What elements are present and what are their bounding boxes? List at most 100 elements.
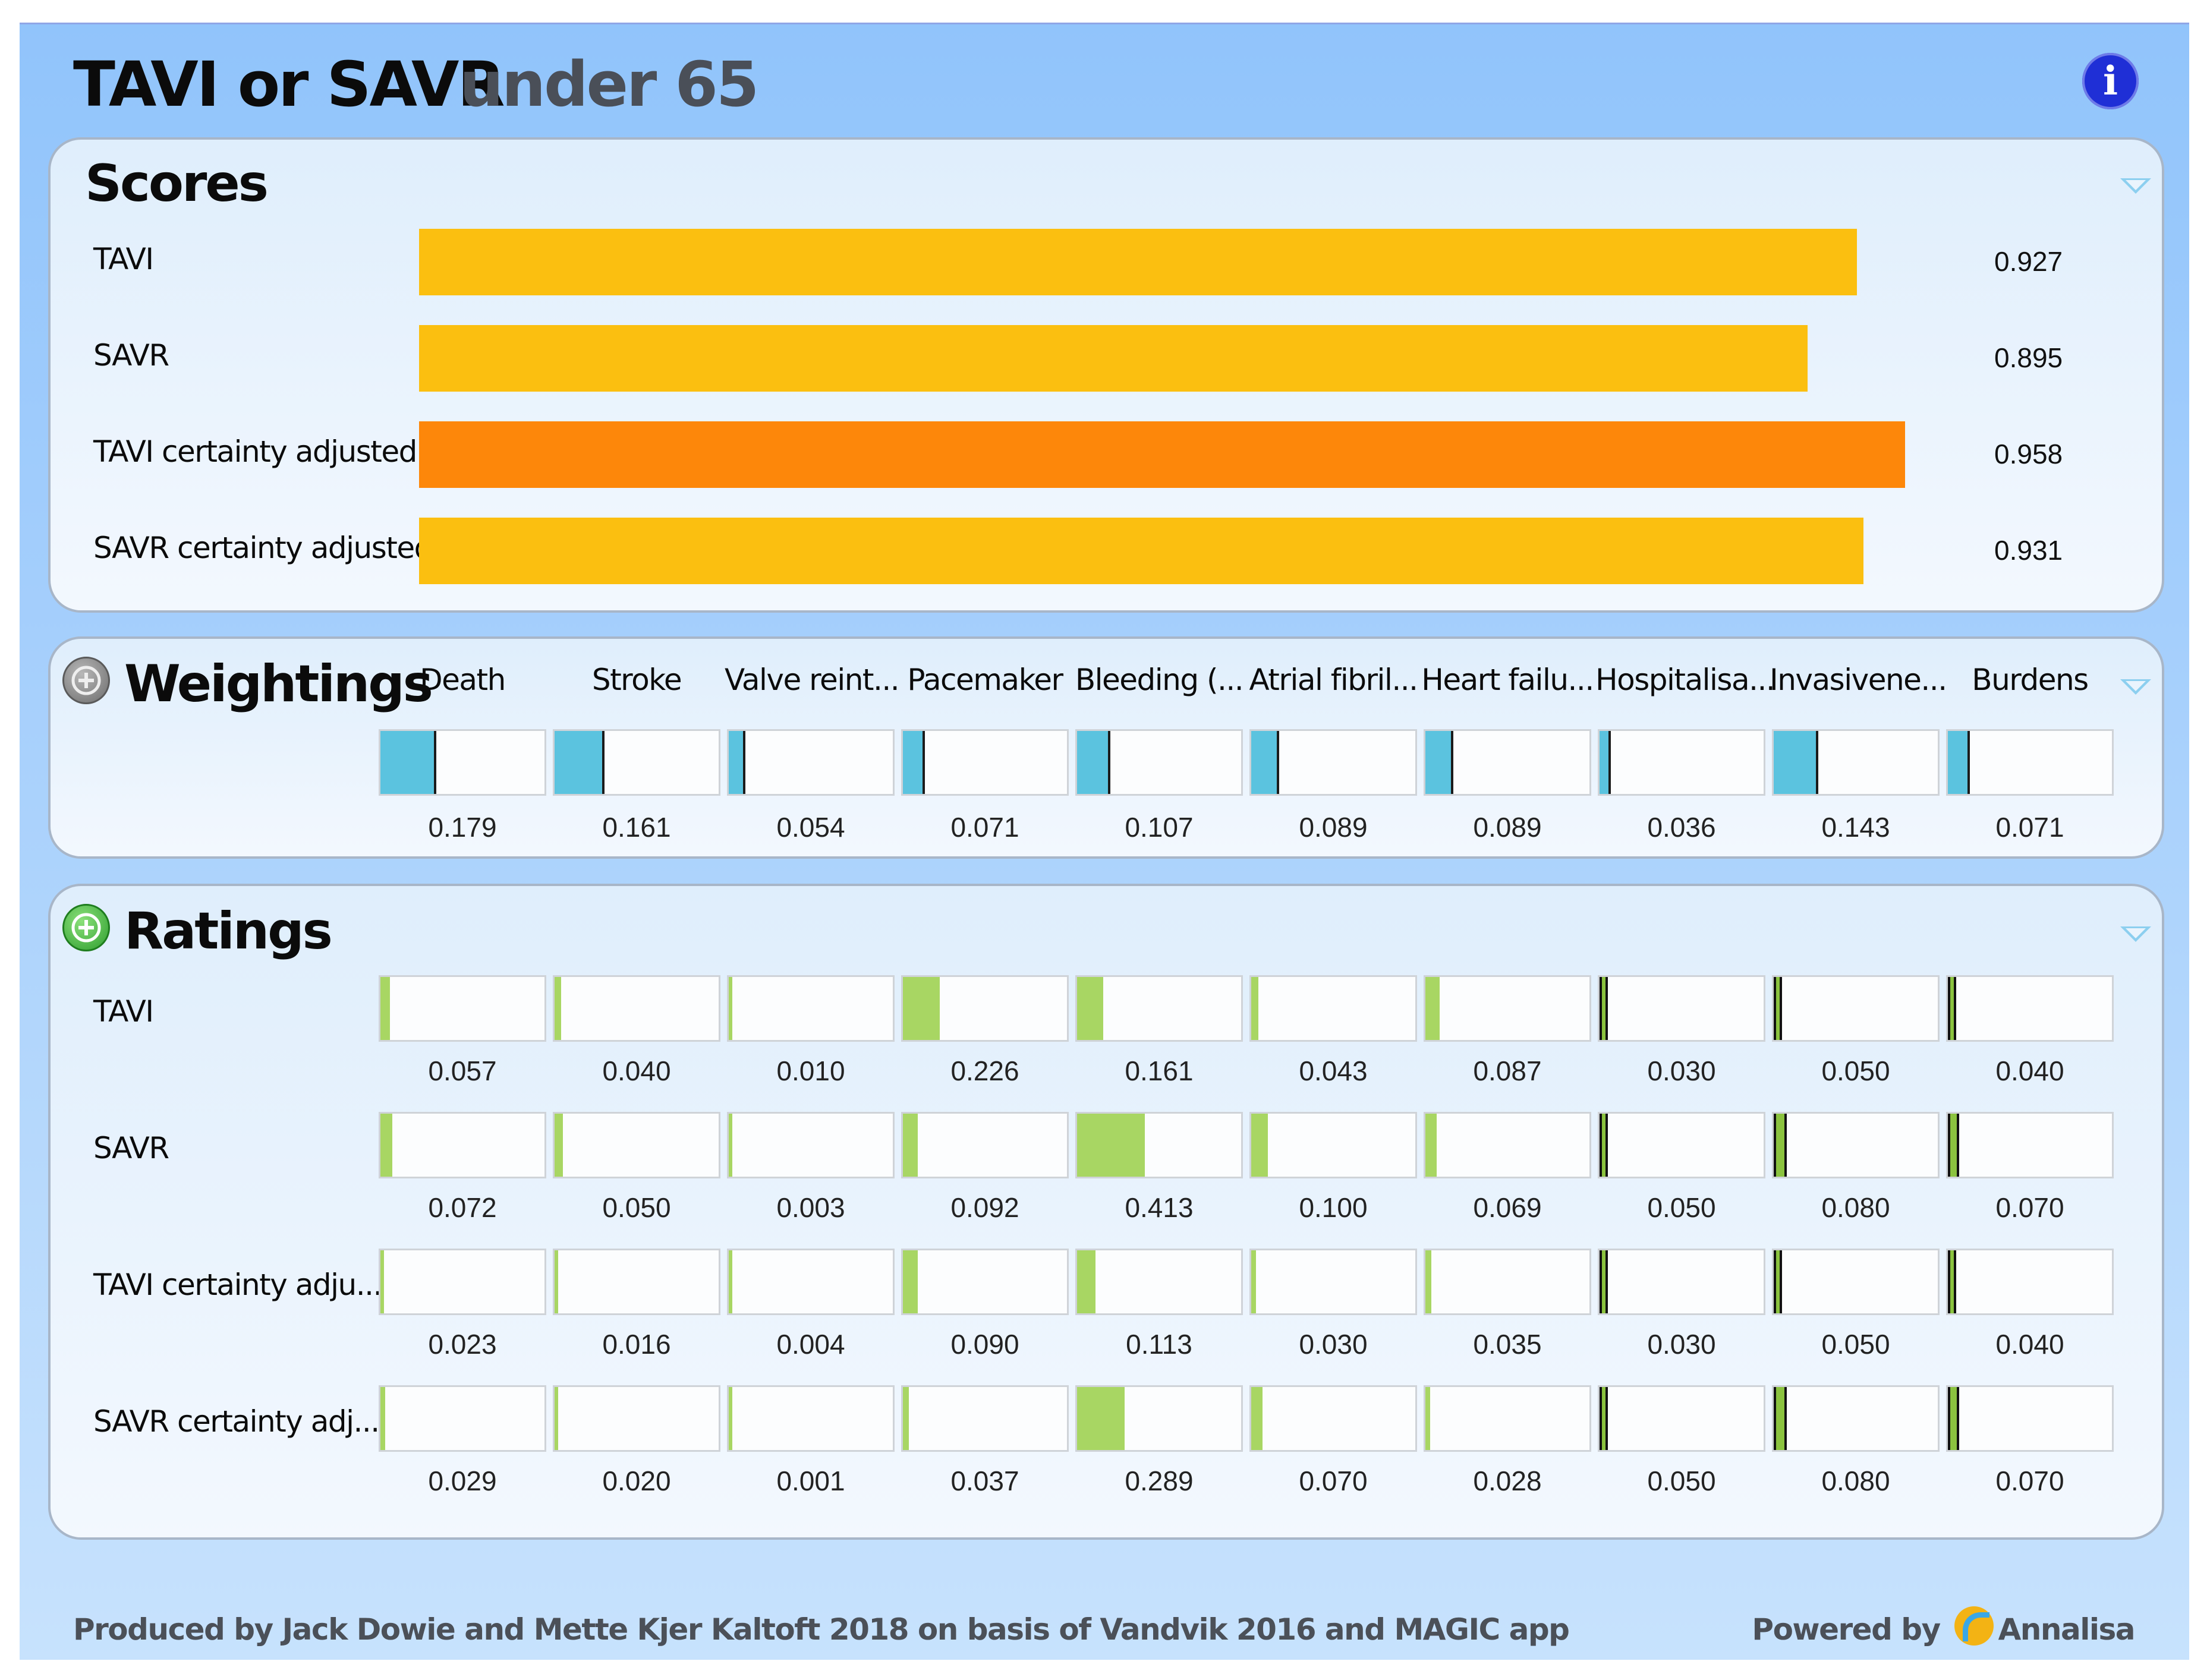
rating-fill xyxy=(1077,977,1104,1040)
rating-slider[interactable] xyxy=(1075,1249,1243,1315)
rating-slider[interactable] xyxy=(1249,975,1417,1042)
rating-slider[interactable] xyxy=(379,1112,546,1178)
weight-fill xyxy=(1077,731,1111,794)
rating-slider[interactable] xyxy=(1772,1385,1940,1452)
rating-slider[interactable] xyxy=(1598,975,1765,1042)
rating-row-label: SAVR xyxy=(93,1131,169,1165)
rating-slider[interactable] xyxy=(1598,1249,1765,1315)
criterion-header: Bleeding (... xyxy=(1075,663,1244,697)
rating-slider[interactable] xyxy=(379,1385,546,1452)
weight-value: 0.036 xyxy=(1647,812,1716,843)
rating-slider[interactable] xyxy=(727,1112,895,1178)
weight-fill xyxy=(1600,731,1611,794)
rating-slider[interactable] xyxy=(1424,1385,1591,1452)
scores-collapse-icon[interactable] xyxy=(2120,178,2151,194)
rating-slider[interactable] xyxy=(1075,975,1243,1042)
rating-fill xyxy=(903,1250,918,1313)
rating-slider[interactable] xyxy=(1598,1112,1765,1178)
score-value: 0.895 xyxy=(1994,342,2063,373)
ratings-expand-icon[interactable] xyxy=(62,904,110,951)
weight-fill xyxy=(729,731,746,794)
rating-value: 0.070 xyxy=(1995,1192,2064,1223)
rating-fill xyxy=(729,977,732,1040)
weight-value: 0.107 xyxy=(1125,812,1194,843)
rating-slider[interactable] xyxy=(727,1385,895,1452)
rating-slider[interactable] xyxy=(379,975,546,1042)
criterion-header: Hospitalisa... xyxy=(1595,663,1775,697)
weight-slider[interactable] xyxy=(727,729,895,796)
rating-slider[interactable] xyxy=(553,975,720,1042)
weight-value: 0.179 xyxy=(428,812,497,843)
rating-slider[interactable] xyxy=(1946,1249,2114,1315)
rating-row-label: TAVI certainty adju... xyxy=(93,1268,382,1302)
rating-value: 0.020 xyxy=(602,1465,671,1496)
criterion-header: Invasivene... xyxy=(1770,663,1947,697)
score-bar xyxy=(419,229,1858,295)
rating-slider[interactable] xyxy=(1424,1112,1591,1178)
weightings-expand-icon[interactable] xyxy=(62,657,110,704)
rating-slider[interactable] xyxy=(727,1249,895,1315)
rating-fill xyxy=(1425,1250,1431,1313)
rating-value: 0.016 xyxy=(602,1329,671,1360)
weight-slider[interactable] xyxy=(1249,729,1417,796)
weight-slider[interactable] xyxy=(1598,729,1765,796)
rating-fill xyxy=(729,1387,732,1450)
score-label: TAVI xyxy=(93,242,154,276)
rating-value: 0.070 xyxy=(1299,1465,1368,1496)
rating-slider[interactable] xyxy=(1424,1249,1591,1315)
rating-slider[interactable] xyxy=(1249,1385,1417,1452)
rating-value: 0.043 xyxy=(1299,1055,1368,1086)
rating-value: 0.035 xyxy=(1473,1329,1542,1360)
rating-slider[interactable] xyxy=(1772,1249,1940,1315)
rating-slider[interactable] xyxy=(1075,1112,1243,1178)
rating-slider[interactable] xyxy=(553,1249,720,1315)
rating-fill xyxy=(1251,1114,1268,1177)
rating-value: 0.040 xyxy=(1995,1329,2064,1360)
rating-slider[interactable] xyxy=(901,1249,1069,1315)
rating-slider[interactable] xyxy=(1424,975,1591,1042)
rating-value: 0.072 xyxy=(428,1192,497,1223)
rating-fill xyxy=(1948,1114,1960,1177)
weight-slider[interactable] xyxy=(553,729,720,796)
rating-slider[interactable] xyxy=(1946,1112,2114,1178)
scores-title: Scores xyxy=(85,154,269,213)
weight-slider[interactable] xyxy=(379,729,546,796)
rating-fill xyxy=(380,1250,385,1313)
footer-powered: Powered by Annalisa xyxy=(1752,1606,2136,1647)
rating-slider[interactable] xyxy=(553,1112,720,1178)
rating-slider[interactable] xyxy=(553,1385,720,1452)
scores-panel: Scores TAVI 0.927 SAVR 0.895 TAVI certainty … xyxy=(48,137,2164,613)
rating-fill xyxy=(380,977,390,1040)
rating-slider[interactable] xyxy=(901,975,1069,1042)
score-label: SAVR certainty adjusted xyxy=(93,531,433,565)
rating-slider[interactable] xyxy=(1946,975,2114,1042)
rating-slider[interactable] xyxy=(1772,1112,1940,1178)
weight-slider[interactable] xyxy=(1772,729,1940,796)
rating-fill xyxy=(1425,1114,1437,1177)
criterion-header: Death xyxy=(420,663,506,697)
score-value: 0.958 xyxy=(1994,439,2063,469)
rating-slider[interactable] xyxy=(1075,1385,1243,1452)
rating-value: 0.028 xyxy=(1473,1465,1542,1496)
weight-value: 0.161 xyxy=(602,812,671,843)
weight-slider[interactable] xyxy=(1075,729,1243,796)
rating-slider[interactable] xyxy=(379,1249,546,1315)
rating-fill xyxy=(903,1387,909,1450)
ratings-collapse-icon[interactable] xyxy=(2120,926,2151,942)
rating-slider[interactable] xyxy=(1598,1385,1765,1452)
rating-slider[interactable] xyxy=(901,1385,1069,1452)
rating-fill xyxy=(1425,1387,1430,1450)
rating-slider[interactable] xyxy=(1249,1249,1417,1315)
rating-slider[interactable] xyxy=(1772,975,1940,1042)
rating-slider[interactable] xyxy=(1946,1385,2114,1452)
rating-slider[interactable] xyxy=(1249,1112,1417,1178)
weightings-title: Weightings xyxy=(124,654,433,714)
rating-slider[interactable] xyxy=(727,975,895,1042)
info-icon[interactable]: i xyxy=(2082,53,2139,109)
rating-value: 0.040 xyxy=(1995,1055,2064,1086)
weight-slider[interactable] xyxy=(1946,729,2114,796)
rating-slider[interactable] xyxy=(901,1112,1069,1178)
weight-slider[interactable] xyxy=(901,729,1069,796)
weight-slider[interactable] xyxy=(1424,729,1591,796)
weightings-collapse-icon[interactable] xyxy=(2120,679,2151,695)
